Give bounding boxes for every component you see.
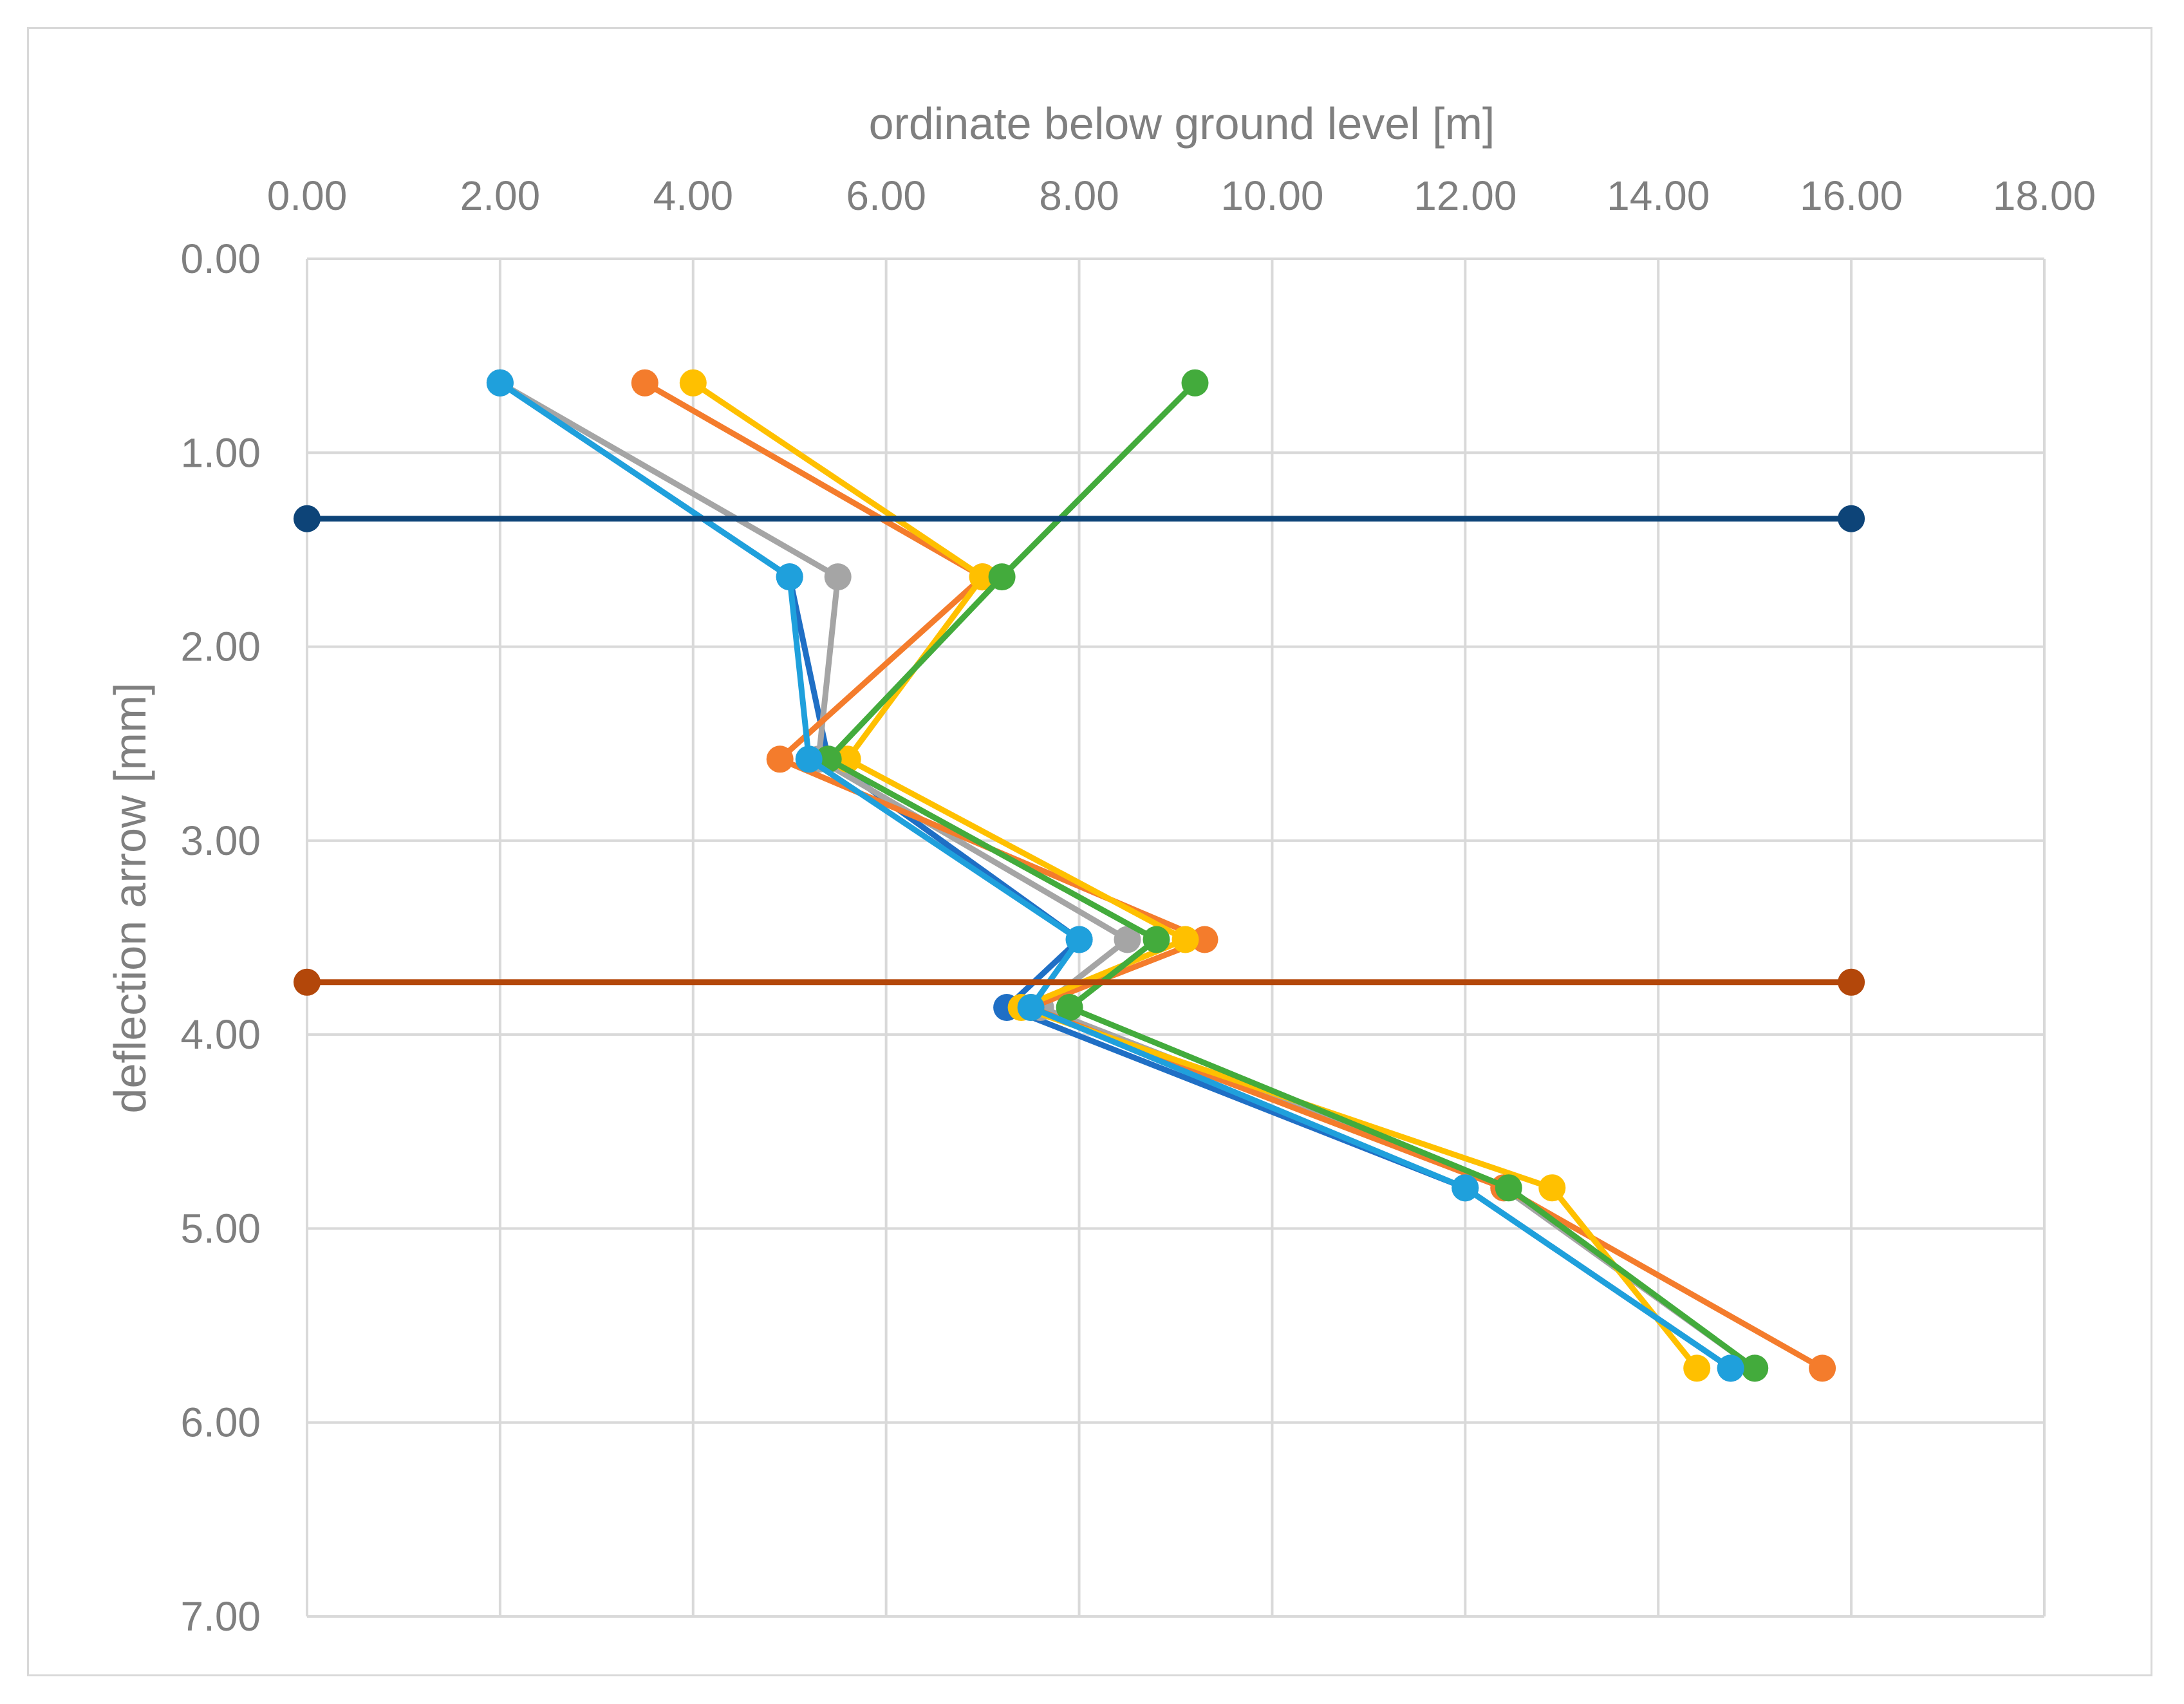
reference-line-brown — [294, 968, 1865, 996]
y-tick-label: 4.00 — [180, 1011, 261, 1058]
y-tick-label: 3.00 — [180, 818, 261, 864]
x-tick-label: 0.00 — [267, 173, 348, 219]
x-tick-label: 10.00 — [1220, 173, 1323, 219]
x-tick-label: 12.00 — [1414, 173, 1517, 219]
reference-line-navy-point-1 — [1838, 505, 1865, 532]
series-green-point-0 — [1181, 369, 1209, 397]
series-green — [814, 369, 1769, 1382]
series-light-blue-point-1 — [776, 563, 803, 591]
series-light-blue-point-2 — [795, 745, 823, 773]
y-tick-label: 6.00 — [180, 1400, 261, 1446]
series-green-point-3 — [1143, 926, 1170, 953]
x-tick-label: 14.00 — [1607, 173, 1710, 219]
series-yellow-point-3 — [1171, 926, 1199, 953]
x-tick-label: 6.00 — [846, 173, 926, 219]
reference-line-navy — [294, 505, 1865, 532]
series-orange-point-3 — [1191, 926, 1218, 953]
x-tick-label: 16.00 — [1800, 173, 1903, 219]
series-green-point-5 — [1495, 1174, 1522, 1202]
series-light-blue-point-0 — [486, 369, 514, 397]
y-tick-label: 5.00 — [180, 1205, 261, 1251]
x-tick-label: 4.00 — [653, 173, 733, 219]
y-tick-label: 1.00 — [180, 429, 261, 476]
series-yellow-point-6 — [1683, 1354, 1711, 1382]
series-green-point-4 — [1056, 994, 1083, 1021]
series-orange-line — [643, 380, 1824, 1371]
series-yellow-point-0 — [679, 369, 707, 397]
series-gray-point-1 — [824, 563, 852, 591]
x-tick-label: 18.00 — [1993, 173, 2096, 219]
series-light-blue-point-4 — [1017, 994, 1045, 1021]
x-tick-label: 2.00 — [460, 173, 541, 219]
y-tick-labels: 0.00 1.00 2.00 3.00 4.00 5.00 6.00 7.00 — [180, 236, 261, 1640]
y-axis-title: deflection arrow [mm] — [105, 682, 155, 1113]
y-tick-label: 7.00 — [180, 1593, 261, 1640]
series-gray-point-3 — [1114, 926, 1141, 953]
x-tick-label: 8.00 — [1039, 173, 1119, 219]
series-green-point-1 — [988, 563, 1016, 591]
series-light-blue-point-6 — [1717, 1354, 1744, 1382]
series-light-blue-point-3 — [1065, 926, 1093, 953]
series-orange-point-2 — [766, 745, 794, 773]
series-yellow-point-1 — [969, 563, 996, 591]
series-orange-point-6 — [1809, 1354, 1836, 1382]
chart-frame — [27, 27, 2152, 1676]
series-green-line — [825, 380, 1757, 1371]
series-light-blue — [486, 369, 1744, 1382]
grid — [306, 257, 2046, 1618]
reference-line-brown-point-1 — [1838, 968, 1865, 996]
series-green-point-6 — [1741, 1354, 1769, 1382]
x-axis-title: ordinate below ground level [m] — [869, 98, 1495, 149]
y-tick-label: 2.00 — [180, 624, 261, 670]
y-tick-label: 0.00 — [180, 236, 261, 282]
reference-line-navy-point-0 — [294, 505, 321, 532]
series-yellow-point-5 — [1538, 1174, 1566, 1202]
series-light-blue-point-5 — [1451, 1174, 1479, 1202]
series-orange-point-0 — [631, 369, 658, 397]
series-layer — [294, 369, 1865, 1382]
reference-line-brown-point-0 — [294, 968, 321, 996]
x-tick-labels: 0.00 2.00 4.00 6.00 8.00 10.00 12.00 14.00 16.00… — [267, 173, 2096, 219]
